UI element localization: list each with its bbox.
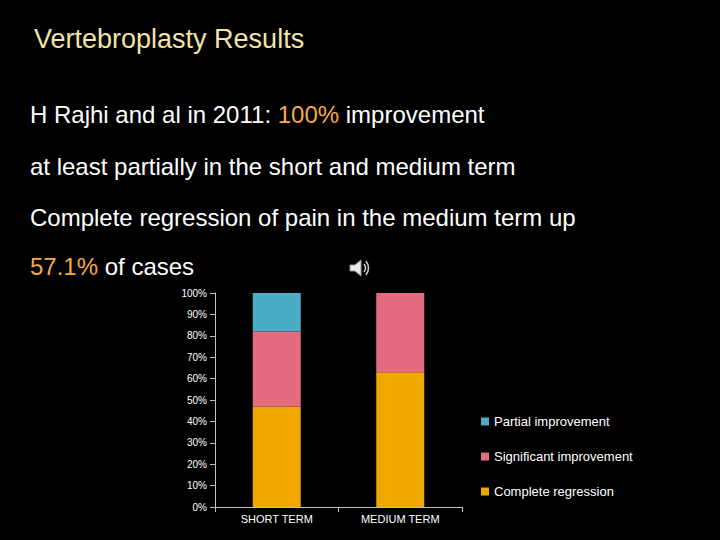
html-text:Vertebroplasty Results: Vertebroplasty Results xyxy=(34,24,305,54)
svg-text:Significant improvement: Significant improvement xyxy=(494,449,633,464)
svg-text:60%: 60% xyxy=(187,373,207,384)
svg-text:Partial improvement: Partial improvement xyxy=(494,414,610,429)
svg-text:SHORT TERM: SHORT TERM xyxy=(241,513,313,525)
svg-text:40%: 40% xyxy=(187,416,207,427)
html-text:at least partially in the shor: at least partially in the short and medi… xyxy=(30,153,516,180)
html-text:Complete regression of pain in: Complete regression of pain in the mediu… xyxy=(30,204,576,231)
svg-text:50%: 50% xyxy=(187,395,207,406)
svg-text:10%: 10% xyxy=(187,480,207,491)
svg-text:Complete regression: Complete regression xyxy=(494,484,614,499)
html-text:57.1% of cases: 57.1% of cases xyxy=(30,253,195,280)
svg-text:30%: 30% xyxy=(187,437,207,448)
svg-text:90%: 90% xyxy=(187,309,207,320)
svg-text:MEDIUM TERM: MEDIUM TERM xyxy=(361,513,440,525)
svg-text:20%: 20% xyxy=(187,459,207,470)
svg-text:80%: 80% xyxy=(187,330,207,341)
svg-text:70%: 70% xyxy=(187,352,207,363)
svg-text:0%: 0% xyxy=(193,502,208,513)
svg-text:100%: 100% xyxy=(181,288,207,299)
html-text:H Rajhi and al in 2011: 100% i: H Rajhi and al in 2011: 100% improvement xyxy=(30,101,485,128)
